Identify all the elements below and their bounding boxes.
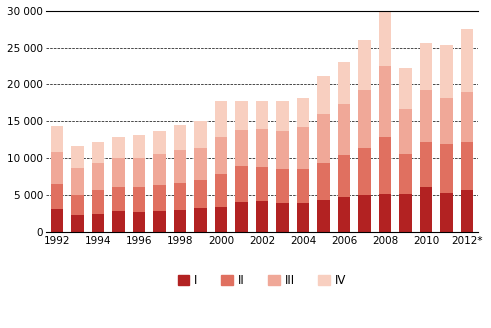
Bar [358,149,371,195]
Bar [461,29,473,92]
Bar [297,127,309,169]
Bar [338,104,350,155]
Bar [461,142,473,190]
Bar [358,40,371,90]
Bar [256,167,268,201]
Bar [215,174,227,207]
Bar [194,121,207,149]
Bar [51,184,63,209]
Bar [71,168,84,195]
Bar [461,92,473,142]
Bar [51,126,63,152]
Bar [379,137,391,194]
Bar [297,169,309,203]
Bar [317,200,330,232]
Bar [461,190,473,232]
Bar [71,146,84,168]
Bar [51,152,63,184]
Bar [379,12,391,66]
Bar [174,150,187,183]
Bar [399,154,412,194]
Bar [194,180,207,208]
Bar [51,209,63,232]
Bar [133,158,145,187]
Bar [440,46,453,98]
Bar [174,210,187,232]
Bar [235,166,248,202]
Bar [440,98,453,144]
Bar [194,149,207,180]
Bar [420,142,432,187]
Bar [276,101,289,131]
Bar [215,137,227,174]
Legend: I, II, III, IV: I, II, III, IV [173,269,351,292]
Bar [194,208,207,232]
Bar [256,201,268,232]
Bar [153,185,166,211]
Bar [420,90,432,142]
Bar [215,207,227,232]
Bar [297,98,309,127]
Bar [71,195,84,215]
Bar [358,195,371,232]
Bar [379,66,391,137]
Bar [358,90,371,149]
Bar [379,194,391,232]
Bar [235,101,248,130]
Bar [256,129,268,167]
Bar [276,169,289,203]
Bar [112,187,125,211]
Bar [153,211,166,232]
Bar [420,43,432,90]
Bar [71,215,84,232]
Bar [338,155,350,197]
Bar [92,142,105,163]
Bar [112,211,125,232]
Bar [235,130,248,166]
Bar [153,154,166,185]
Bar [399,68,412,110]
Bar [133,187,145,212]
Bar [317,163,330,200]
Bar [317,76,330,114]
Bar [133,212,145,232]
Bar [174,183,187,210]
Bar [153,131,166,154]
Bar [235,202,248,232]
Bar [174,125,187,150]
Bar [440,144,453,193]
Bar [215,101,227,137]
Bar [133,135,145,158]
Bar [256,101,268,129]
Bar [112,137,125,158]
Bar [317,114,330,163]
Bar [276,203,289,232]
Bar [112,158,125,187]
Bar [297,203,309,232]
Bar [440,193,453,232]
Bar [276,131,289,169]
Bar [92,190,105,214]
Bar [399,194,412,232]
Bar [338,62,350,104]
Bar [399,110,412,154]
Bar [338,197,350,232]
Bar [420,187,432,232]
Bar [92,214,105,232]
Bar [92,163,105,190]
